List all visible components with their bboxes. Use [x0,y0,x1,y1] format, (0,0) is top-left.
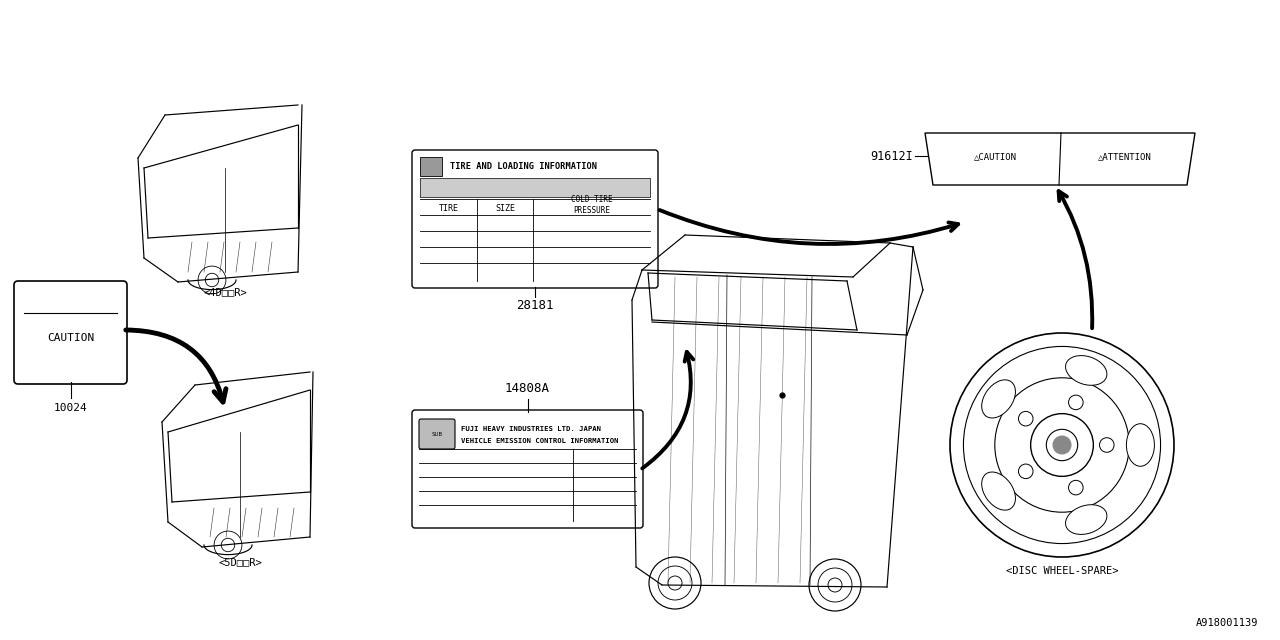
Text: SUB: SUB [431,431,443,436]
Ellipse shape [1065,505,1107,534]
Text: SIZE: SIZE [495,204,515,212]
Bar [420,178,650,197]
Text: A918001139: A918001139 [1196,618,1258,628]
Text: FUJI HEAVY INDUSTRIES LTD. JAPAN: FUJI HEAVY INDUSTRIES LTD. JAPAN [461,426,602,432]
FancyBboxPatch shape [14,281,127,384]
Text: TIRE: TIRE [439,204,458,212]
Text: 91612I: 91612I [870,150,913,163]
Text: <DISC WHEEL-SPARE>: <DISC WHEEL-SPARE> [1006,566,1119,576]
Ellipse shape [1126,424,1155,467]
Text: TIRE AND LOADING INFORMATION: TIRE AND LOADING INFORMATION [451,161,596,170]
Circle shape [1053,436,1071,454]
Text: △CAUTION: △CAUTION [974,152,1016,161]
FancyBboxPatch shape [419,419,454,449]
Ellipse shape [982,472,1015,510]
Text: <5D□□R>: <5D□□R> [218,557,262,567]
Ellipse shape [1065,356,1107,385]
Ellipse shape [982,380,1015,418]
FancyBboxPatch shape [412,410,643,528]
Polygon shape [925,133,1196,185]
Text: 10024: 10024 [54,403,87,413]
Text: 28181: 28181 [516,298,554,312]
Text: <4D□□R>: <4D□□R> [204,287,247,297]
Bar [420,157,442,176]
Text: CAUTION: CAUTION [47,333,95,342]
Text: VEHICLE EMISSION CONTROL INFORMATION: VEHICLE EMISSION CONTROL INFORMATION [461,438,618,444]
FancyBboxPatch shape [412,150,658,288]
Text: 14808A: 14808A [506,383,550,396]
Text: △ATTENTION: △ATTENTION [1098,152,1152,161]
Text: COLD TIRE
PRESSURE: COLD TIRE PRESSURE [571,195,612,214]
